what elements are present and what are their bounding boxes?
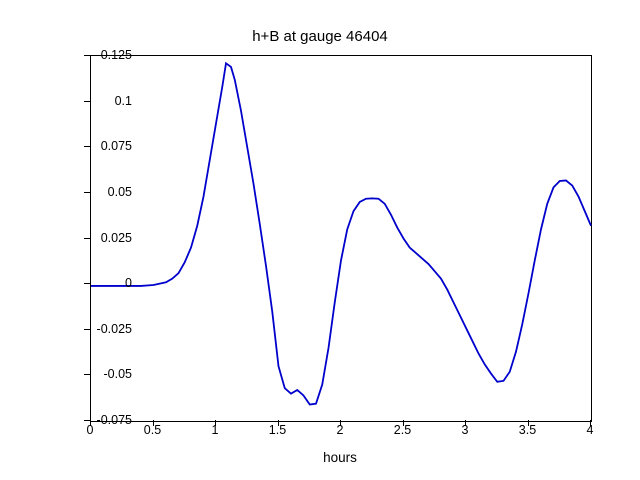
- x-tick-label-6: 3: [445, 423, 485, 437]
- x-axis-label: hours: [90, 450, 590, 465]
- x-tick-label-2: 1: [195, 423, 235, 437]
- y-tick-label-0: 0.125: [72, 48, 132, 62]
- data-curve-svg: [91, 56, 591, 421]
- x-tick-label-7: 3.5: [508, 423, 548, 437]
- y-tick-label-2: 0.075: [72, 139, 132, 153]
- x-tick-label-3: 1.5: [258, 423, 298, 437]
- x-tick-label-5: 2.5: [383, 423, 423, 437]
- y-tick-label-1: 0.1: [72, 94, 132, 108]
- x-tick-label-0: 0: [70, 423, 110, 437]
- y-tick-label-5: 0: [72, 276, 132, 290]
- chart-title: h+B at gauge 46404: [0, 28, 640, 45]
- x-tick-label-1: 0.5: [133, 423, 173, 437]
- x-tick-label-8: 4: [570, 423, 610, 437]
- plot-area: [90, 55, 592, 422]
- chart-container: h+B at gauge 46404 0.125 0.1 0.075 0.05 …: [0, 0, 640, 480]
- y-tick-label-4: 0.025: [72, 231, 132, 245]
- y-tick-label-7: -0.05: [72, 367, 132, 381]
- data-line-series-1: [91, 63, 591, 404]
- y-tick-label-3: 0.05: [72, 185, 132, 199]
- x-tick-label-4: 2: [320, 423, 360, 437]
- y-tick-label-6: -0.025: [72, 322, 132, 336]
